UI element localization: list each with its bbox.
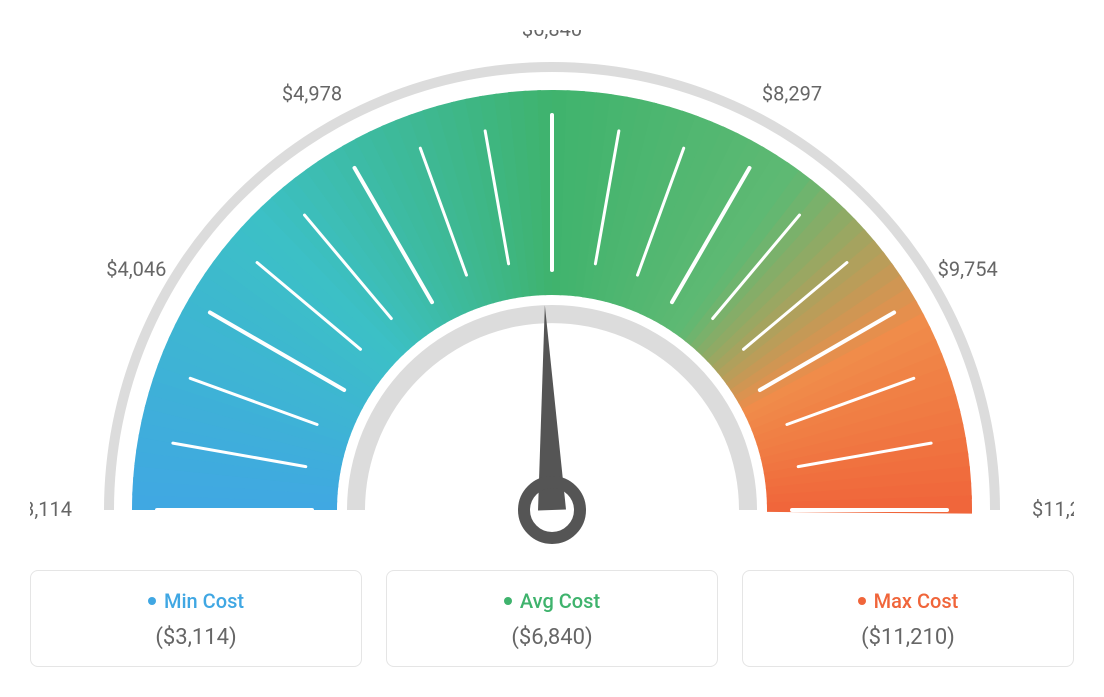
avg-cost-label: Avg Cost: [520, 589, 600, 613]
cost-summary-row: Min Cost ($3,114) Avg Cost ($6,840) Max …: [30, 570, 1074, 667]
max-cost-label: Max Cost: [874, 589, 959, 613]
svg-text:$8,297: $8,297: [762, 81, 822, 105]
svg-text:$11,210: $11,210: [1032, 497, 1074, 521]
avg-cost-dot: [504, 597, 512, 605]
svg-text:$4,978: $4,978: [282, 81, 342, 105]
cost-gauge-chart: $3,114 $4,046 $4,978 $6,840 $8,297 $9,754 $11,…: [30, 30, 1074, 550]
max-cost-card: Max Cost ($11,210): [742, 570, 1074, 667]
min-cost-card: Min Cost ($3,114): [30, 570, 362, 667]
min-cost-dot: [148, 597, 156, 605]
svg-text:$4,046: $4,046: [106, 257, 166, 281]
avg-cost-card: Avg Cost ($6,840): [386, 570, 718, 667]
avg-cost-value: ($6,840): [397, 625, 707, 650]
max-cost-value: ($11,210): [753, 625, 1063, 650]
svg-text:$3,114: $3,114: [30, 497, 72, 521]
max-cost-dot: [858, 597, 866, 605]
min-cost-value: ($3,114): [41, 625, 351, 650]
min-cost-label: Min Cost: [164, 589, 244, 613]
svg-text:$6,840: $6,840: [522, 30, 582, 41]
svg-text:$9,754: $9,754: [938, 257, 998, 281]
